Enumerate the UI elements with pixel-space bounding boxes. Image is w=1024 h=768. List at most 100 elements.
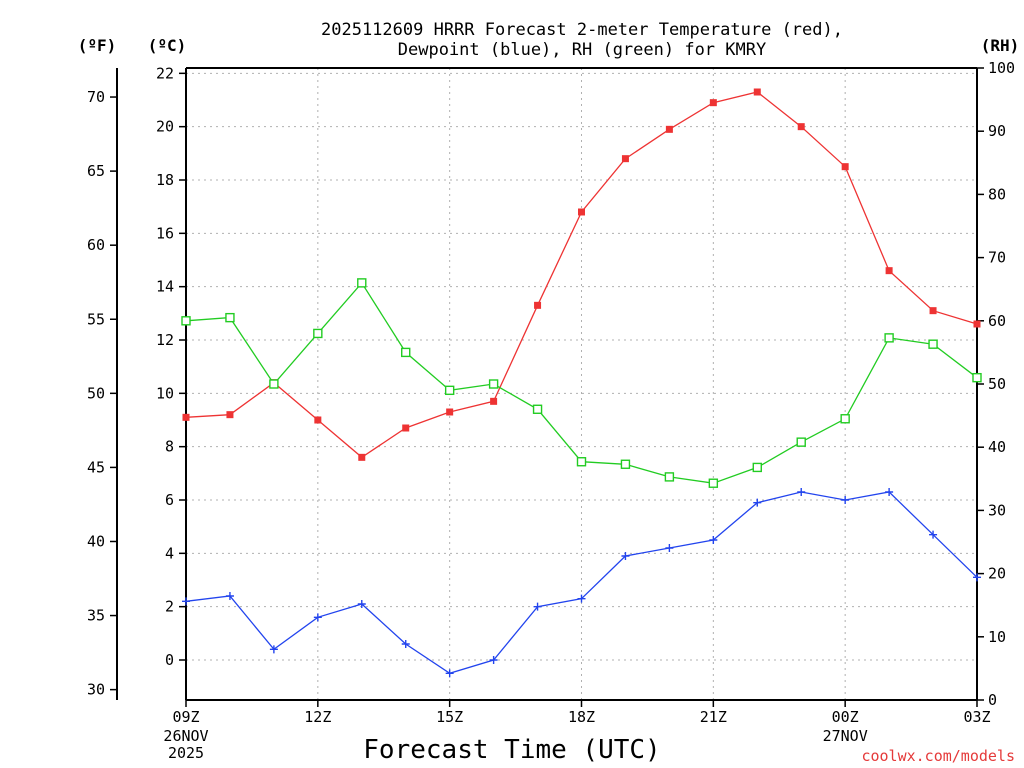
x-date-label: 27NOV xyxy=(823,727,868,745)
dewpoint-point xyxy=(357,600,366,608)
rh-point xyxy=(576,457,587,467)
x-tick-label: 03Z xyxy=(963,708,990,726)
fahrenheit-tick-label: 55 xyxy=(87,310,105,328)
x-tick-label: 00Z xyxy=(832,708,859,726)
temperature-point xyxy=(534,301,542,309)
rh-tick-label: 100 xyxy=(988,59,1015,77)
rh-point xyxy=(532,404,543,414)
celsius-tick-label: 18 xyxy=(156,171,174,189)
rh-point xyxy=(488,379,499,389)
text-layer: 30 35 40 45 50 55 60 65 70 0 2 4 6 8 10 12 14 16 18 20 22 0 10… xyxy=(78,20,1020,765)
rh-tick-label: 90 xyxy=(988,122,1006,140)
rh-tick-label: 0 xyxy=(988,691,997,709)
temperature-point xyxy=(841,163,849,171)
celsius-tick-label: 16 xyxy=(156,224,174,242)
rh-point xyxy=(928,339,938,349)
fahrenheit-tick-label: 70 xyxy=(87,88,105,106)
dewpoint-point xyxy=(709,536,718,544)
fahrenheit-tick-label: 60 xyxy=(87,236,105,254)
rh-point xyxy=(357,278,367,288)
celsius-tick-label: 22 xyxy=(156,64,174,82)
chart-title-line: Dewpoint (blue), RH (green) for KMRY xyxy=(398,40,766,60)
temperature-point xyxy=(797,123,805,131)
fahrenheit-tick-label: 50 xyxy=(87,384,105,402)
rh-unit-label: (RH) xyxy=(981,36,1020,55)
fahrenheit-tick-label: 65 xyxy=(87,162,105,180)
temperature-point xyxy=(709,99,717,107)
rh-tick-label: 20 xyxy=(988,565,1006,583)
rh-tick-label: 60 xyxy=(988,312,1006,330)
rh-point xyxy=(181,316,191,326)
x-tick-label: 09Z xyxy=(172,708,199,726)
x-date-label: 26NOV xyxy=(163,727,208,745)
temperature-point xyxy=(446,408,454,416)
series-layer xyxy=(181,88,982,678)
celsius-tick-label: 14 xyxy=(156,278,174,296)
rh-point xyxy=(620,459,631,469)
celsius-tick-label: 2 xyxy=(165,598,174,616)
rh-point xyxy=(796,437,806,447)
rh-tick-label: 40 xyxy=(988,438,1006,456)
rh-point xyxy=(752,462,762,473)
axes-layer xyxy=(110,67,984,707)
rh-tick-label: 80 xyxy=(988,185,1006,203)
fahrenheit-tick-label: 40 xyxy=(87,532,105,550)
dewpoint-point xyxy=(841,496,850,504)
rh-point xyxy=(708,478,719,488)
fahrenheit-tick-label: 30 xyxy=(87,681,105,699)
chart-title-line: 2025112609 HRRR Forecast 2-meter Tempera… xyxy=(321,20,843,40)
temperature-point xyxy=(753,88,761,96)
dewpoint-point xyxy=(797,488,806,496)
dewpoint-point xyxy=(621,552,630,560)
rh-tick-label: 30 xyxy=(988,501,1006,519)
fahrenheit-unit-label: (ºF) xyxy=(78,36,117,55)
rh-point xyxy=(444,385,455,396)
x-date-label: 2025 xyxy=(168,744,204,762)
rh-point xyxy=(313,328,323,339)
dewpoint-point xyxy=(929,530,938,539)
x-tick-label: 21Z xyxy=(700,708,727,726)
fahrenheit-tick-label: 35 xyxy=(87,607,105,625)
temperature-point xyxy=(885,267,893,275)
dewpoint-point xyxy=(577,594,586,603)
dewpoint-point xyxy=(445,669,454,678)
temperature-point xyxy=(621,155,629,163)
dewpoint-point xyxy=(401,640,410,648)
dewpoint-point xyxy=(225,592,234,600)
dewpoint-point xyxy=(313,613,322,622)
rh-tick-label: 10 xyxy=(988,628,1006,646)
celsius-tick-label: 20 xyxy=(156,118,174,136)
x-tick-label: 18Z xyxy=(568,708,595,726)
rh-point xyxy=(664,472,675,482)
celsius-unit-label: (ºC) xyxy=(148,36,187,55)
dewpoint-point xyxy=(182,597,190,606)
dewpoint-point xyxy=(269,645,278,654)
x-tick-label: 12Z xyxy=(304,708,331,726)
rh-point xyxy=(840,414,850,424)
temperature-point xyxy=(358,453,366,461)
temperature-point xyxy=(226,411,234,419)
dewpoint-point xyxy=(885,488,894,496)
celsius-tick-label: 6 xyxy=(165,491,174,509)
dewpoint-point xyxy=(533,602,542,611)
temperature-point xyxy=(182,413,190,421)
temperature-point xyxy=(402,424,410,432)
celsius-tick-label: 8 xyxy=(165,438,174,456)
rh-point xyxy=(884,333,894,343)
temperature-point xyxy=(973,320,981,328)
dewpoint-point xyxy=(489,656,498,664)
temperature-point xyxy=(665,125,673,133)
credit-label: coolwx.com/models xyxy=(861,747,1015,765)
celsius-tick-label: 4 xyxy=(165,544,174,562)
temperature-point xyxy=(578,208,585,216)
celsius-tick-label: 10 xyxy=(156,384,174,402)
rh-point xyxy=(225,312,235,323)
rh-point xyxy=(972,372,982,383)
rh-tick-label: 50 xyxy=(988,375,1006,393)
celsius-tick-label: 12 xyxy=(156,331,174,349)
fahrenheit-tick-label: 45 xyxy=(87,458,105,476)
temperature-point xyxy=(929,307,937,315)
rh-tick-label: 70 xyxy=(988,249,1006,267)
